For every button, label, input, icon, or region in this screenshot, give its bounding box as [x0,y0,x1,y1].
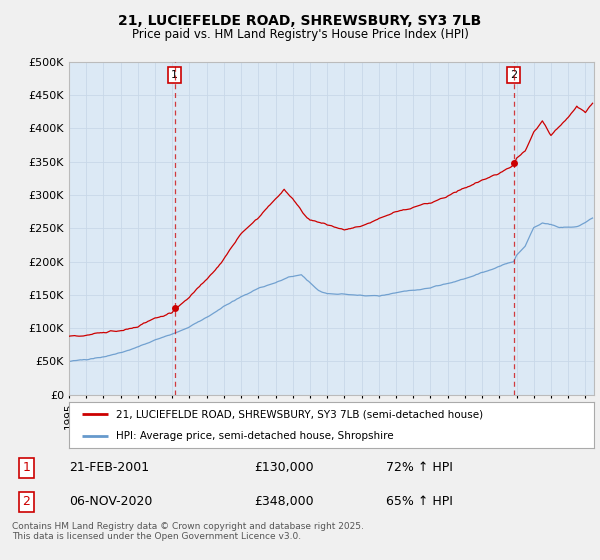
Text: 21-FEB-2001: 21-FEB-2001 [70,461,150,474]
Text: HPI: Average price, semi-detached house, Shropshire: HPI: Average price, semi-detached house,… [116,431,394,441]
Text: 2: 2 [510,70,517,80]
Text: £130,000: £130,000 [254,461,314,474]
Text: 1: 1 [22,461,31,474]
Text: Contains HM Land Registry data © Crown copyright and database right 2025.
This d: Contains HM Land Registry data © Crown c… [12,522,364,542]
Text: 65% ↑ HPI: 65% ↑ HPI [386,496,453,508]
Text: 2: 2 [22,496,31,508]
Text: 06-NOV-2020: 06-NOV-2020 [70,496,153,508]
Text: 1: 1 [171,70,178,80]
Text: 21, LUCIEFELDE ROAD, SHREWSBURY, SY3 7LB (semi-detached house): 21, LUCIEFELDE ROAD, SHREWSBURY, SY3 7LB… [116,409,484,419]
Text: 21, LUCIEFELDE ROAD, SHREWSBURY, SY3 7LB: 21, LUCIEFELDE ROAD, SHREWSBURY, SY3 7LB [118,14,482,28]
Text: £348,000: £348,000 [254,496,314,508]
Text: 72% ↑ HPI: 72% ↑ HPI [386,461,453,474]
Text: Price paid vs. HM Land Registry's House Price Index (HPI): Price paid vs. HM Land Registry's House … [131,28,469,41]
